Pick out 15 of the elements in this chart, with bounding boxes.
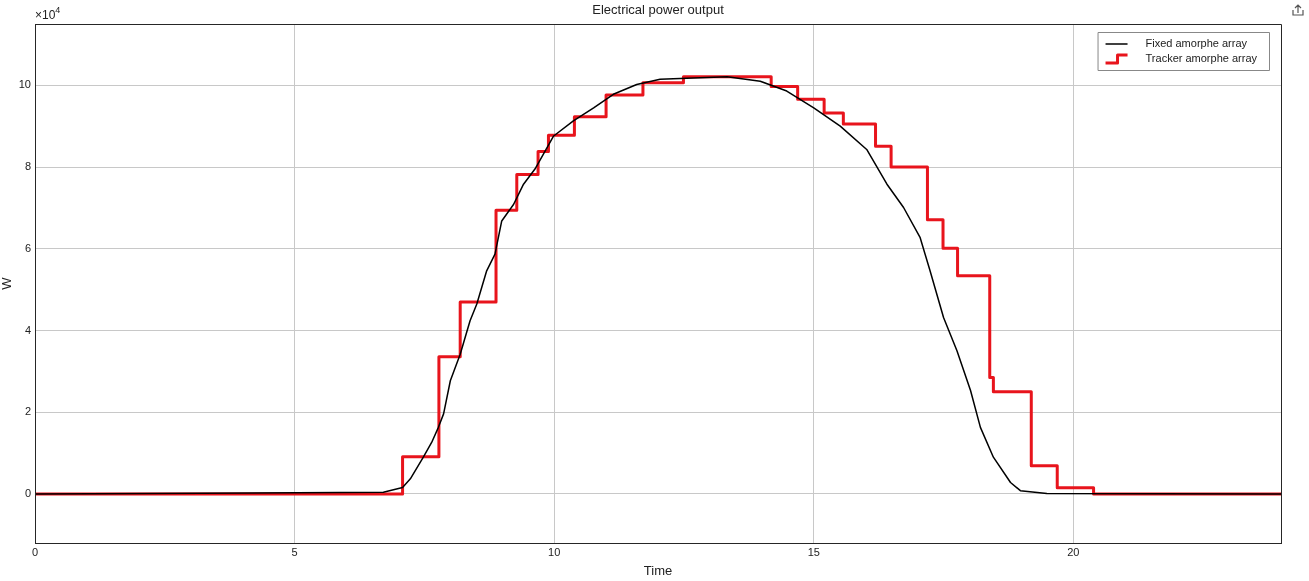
y-tick-label: 6	[24, 241, 31, 254]
x-tick-label: 15	[807, 545, 820, 558]
x-tick-label: 10	[548, 545, 561, 558]
x-axis-title: Time	[643, 562, 673, 578]
y-axis-title: W	[0, 276, 15, 290]
x-tick-label: 20	[1067, 545, 1080, 558]
y-tick-label: 2	[24, 405, 31, 418]
y-tick-label: 4	[24, 323, 31, 336]
legend-label: Fixed amorphe array	[1145, 37, 1248, 50]
chart-title: Electrical power output	[592, 2, 725, 17]
y-tick-label: 8	[24, 160, 31, 173]
y-tick-label: 10	[18, 78, 31, 91]
x-tick-label: 5	[291, 545, 298, 558]
legend-label: Tracker amorphe array	[1145, 52, 1258, 65]
y-tick-label: 0	[24, 486, 31, 499]
